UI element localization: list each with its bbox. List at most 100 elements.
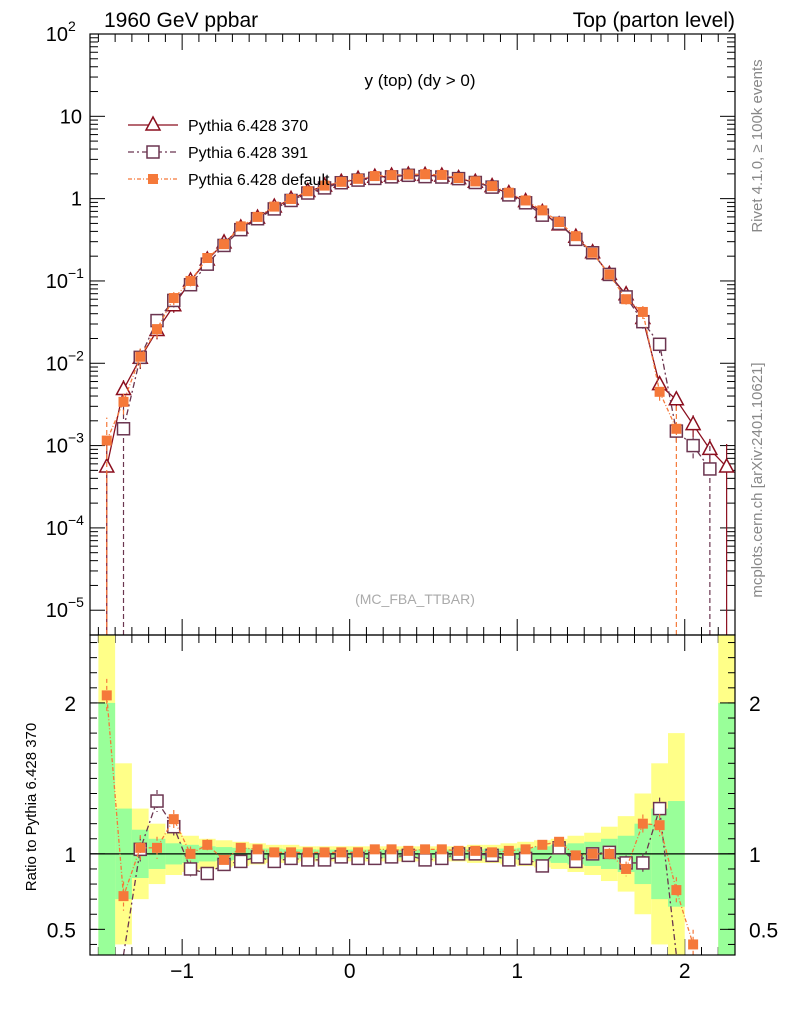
ratio-point [621,863,632,874]
ratio-point [503,845,514,856]
ratio-point [604,848,615,859]
data-point [436,169,447,180]
ratio-point [520,844,531,855]
data-point [671,423,682,434]
data-point [470,176,481,187]
legend-label: Pythia 6.428 370 [188,118,308,135]
header-left: 1960 GeV ppbar [104,9,258,32]
main-y-tick-exponent: −1 [68,265,84,281]
main-y-tick-exponent: −3 [68,430,84,446]
ratio-point [101,690,112,701]
data-point [654,386,665,397]
ratio-point [671,885,682,896]
legend: Pythia 6.428 370 Pythia 6.428 391 Pythia 6… [128,115,330,189]
series-line [122,174,711,470]
data-point [652,337,667,352]
main-y-tick-label: 10 [46,24,68,46]
series-2 [101,169,682,635]
ratio-point [418,853,432,867]
ratio-y-tick-label-right: 2 [749,693,761,716]
ratio-point [636,856,650,870]
ratio-point [688,939,699,950]
main-y-tick-exponent: −2 [68,347,84,363]
ratio-point [219,854,230,865]
main-y-tick-label: 1 [71,189,82,211]
data-point [718,457,735,473]
main-y-tick-exponent: −5 [68,594,84,610]
ratio-point [487,847,498,858]
ratio-point [453,845,464,856]
data-point [353,173,364,184]
main-y-tick-label: 10 [46,271,68,293]
main-plot-frame [89,33,736,636]
ratio-point [185,848,196,859]
data-point [403,169,414,180]
main-y-tick-exponent: 2 [68,18,76,34]
main-y-tick-exponent: −4 [68,512,84,528]
data-point [703,462,717,476]
data-point [570,231,581,242]
series-line [106,174,728,468]
ratio-plot-layer [90,635,736,956]
ratio-point [302,847,313,858]
data-point [168,293,179,304]
ratio-point [535,859,550,873]
ratio-point [353,847,364,858]
legend-marker [144,115,162,131]
main-plot: y (top) (dy > 0) (MC_FBA_TTBAR) 10−510−4… [46,18,736,636]
ratio-line [122,799,678,956]
ratio-point [118,891,129,902]
data-point [252,211,263,222]
main-y-tick-label: 10 [46,518,68,540]
data-point [587,247,598,258]
legend-entry: Pythia 6.428 default [128,172,330,189]
data-point [302,186,313,197]
ratio-y-tick-label-left: 2 [64,693,76,716]
ratio-point [200,866,215,881]
data-point [319,180,330,191]
data-point [503,187,514,198]
ratio-ylabel: Ratio to Pythia 6.428 370 [23,723,40,891]
main-y-tick-label: 10 [46,436,68,458]
x-tick-label: 2 [679,960,691,983]
ratio-point [652,801,667,816]
legend-entry: Pythia 6.428 391 [128,145,308,162]
data-point [637,306,648,317]
data-point [420,169,431,180]
legend-marker [146,145,160,159]
ratio-point [420,844,431,855]
ratio-point [654,820,665,831]
ratio-y-tick-label-right: 1 [749,844,761,867]
series-line [106,173,677,441]
series-1 [116,168,717,635]
ratio-point [168,814,179,825]
ratio-point [637,818,648,829]
ratio-point [235,842,246,853]
main-y-tick-label: 10 [46,600,68,622]
ratio-point [150,794,164,808]
mcplots-label: mcplots.cern.ch [arXiv:2401.10621] [749,362,766,597]
ratio-point [269,847,280,858]
data-point [520,195,531,206]
ratio-point [403,845,414,856]
data-point [185,275,196,286]
main-y-tick-label: 10 [60,106,82,128]
data-point [686,438,700,453]
data-point [336,176,347,187]
band-inner [718,702,735,955]
x-tick-labels: −1 0 1 2 [170,960,690,983]
data-point [152,324,163,335]
ratio-point [336,847,347,858]
main-y-tick-label: 10 [46,353,68,375]
ratio-point [537,839,548,850]
ratio-point [183,862,198,876]
x-tick-label: 0 [344,960,356,983]
data-point [369,171,380,182]
legend-label: Pythia 6.428 default [188,172,330,189]
legend-entry: Pythia 6.428 370 [128,115,308,135]
x-tick-label: −1 [170,960,194,983]
ratio-point [587,848,598,859]
ratio-plot-frame [89,634,736,956]
